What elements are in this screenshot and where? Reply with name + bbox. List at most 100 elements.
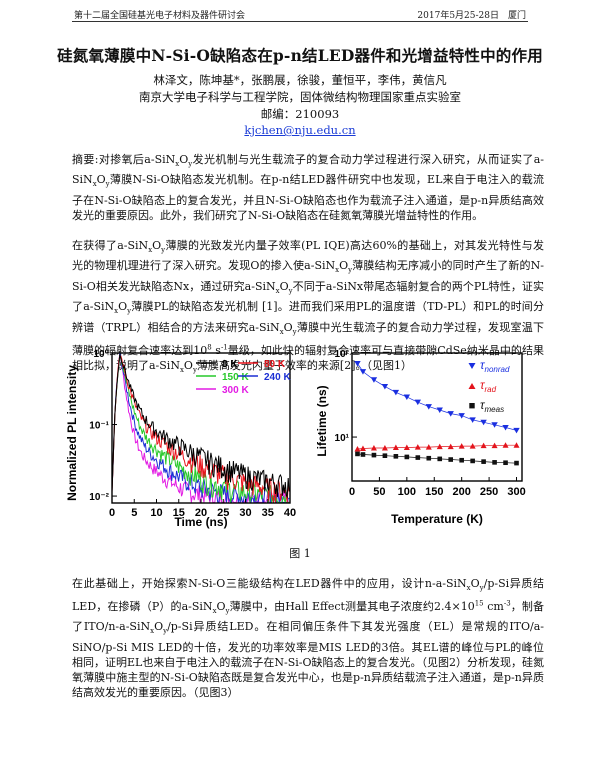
lifetime-point-meas: [382, 453, 388, 458]
lifetime-x-tick-label: 100: [398, 486, 416, 498]
lifetime-point-nonrad: [480, 419, 487, 426]
lifetime-legend-label: τrad: [480, 378, 497, 394]
lifetime-point-nonrad: [491, 422, 498, 428]
pl-x-tick-label: 10: [150, 507, 162, 519]
lifetime-point-meas: [404, 454, 410, 460]
pl-series-150k: [111, 356, 290, 503]
pl-x-tick-label: 30: [239, 507, 251, 519]
paragraph-1: 在获得了a-SiNxOy薄膜的光致发光内量子效率(PL IQE)高达60%的基础…: [72, 238, 544, 378]
pl-legend-label: 150 K: [222, 372, 249, 383]
lifetime-point-nonrad: [436, 407, 443, 413]
abstract: 摘要:对掺氧后a-SiNxOy发光机制与光生载流子的复合动力学过程进行深入研究，…: [72, 152, 544, 223]
lifetime-point-meas: [360, 452, 366, 457]
pl-legend-label: 8 K: [222, 359, 238, 370]
lifetime-point-rad: [480, 442, 487, 449]
figure-caption: 图 1: [289, 547, 311, 560]
pl-x-tick-label: 25: [217, 507, 229, 519]
lifetime-point-meas: [503, 460, 508, 466]
paragraph-1-text: 在获得了a-SiNxOy薄膜的光致发光内量子效率(PL IQE)高达60%的基础…: [72, 239, 544, 374]
lifetime-point-meas: [470, 458, 475, 464]
lifetime-series-line: [357, 363, 517, 431]
lifetime-point-nonrad: [513, 427, 520, 434]
lifetime-point-rad: [425, 444, 432, 450]
lifetime-point-nonrad: [425, 404, 432, 410]
lifetime-point-nonrad: [502, 424, 509, 431]
lifetime-point-nonrad: [381, 383, 389, 390]
lifetime-point-rad: [403, 444, 410, 451]
lifetime-point-meas: [514, 460, 519, 466]
pl-y-tick-label: 10⁻²: [89, 492, 109, 503]
lifetime-x-tick-label: 250: [480, 486, 498, 498]
pl-x-tick-label: 40: [284, 507, 296, 519]
lifetime-legend-marker: [468, 363, 476, 369]
lifetime-point-meas: [393, 454, 399, 459]
email-link[interactable]: kjchen@nju.edu.cn: [244, 123, 356, 137]
lifetime-point-nonrad: [359, 369, 367, 375]
pl-legend-label: 240 K: [264, 372, 291, 383]
lifetime-point-rad: [458, 443, 465, 449]
pl-series-80k: [111, 354, 290, 503]
paper-title: 硅氮氧薄膜中N-Si-O缺陷态在p-n结LED器件和光增益特性中的作用: [57, 46, 543, 65]
lifetime-point-nonrad: [458, 413, 465, 419]
pl-x-tick-label: 0: [109, 507, 115, 519]
lifetime-point-meas: [426, 455, 432, 461]
header-rule: [72, 21, 528, 22]
lifetime-point-nonrad: [370, 377, 378, 383]
lifetime-x-tick-label: 0: [349, 486, 355, 498]
lifetime-legend-marker: [468, 383, 476, 389]
lifetime-point-rad: [491, 442, 498, 449]
lifetime-point-nonrad: [414, 399, 422, 406]
lifetime-point-rad: [414, 444, 421, 450]
affiliation: 南京大学电子科学与工程学院，固体微结构物理国家重点实验室: [139, 90, 461, 104]
lifetime-point-meas: [355, 451, 360, 457]
pl-decay-chart: 0 5 10 15 20 25 30 35 40 10⁻² 10⁻¹ 10⁰ Normalized P…: [65, 349, 296, 529]
pl-x-tick-label: 20: [195, 507, 207, 519]
paragraph-2-text: 在此基础上，开始探索N-Si-O三能级结构在LED器件中的应用，设计n-a-Si…: [72, 577, 545, 700]
lifetime-point-rad: [381, 445, 388, 451]
header-conference: 第十二届全国硅基光电子材料及器件研讨会: [74, 11, 246, 21]
lifetime-point-meas: [459, 457, 464, 463]
pl-x-tick-label: 5: [131, 507, 137, 519]
lifetime-point-rad: [469, 443, 476, 449]
authors: 林泽文，陈坤基*，张鹏展，徐骏，董恒平，李伟，黄信凡: [153, 73, 447, 87]
lifetime-x-tick-label: 50: [373, 486, 385, 498]
lifetime-point-nonrad: [469, 417, 476, 423]
lifetime-point-rad: [502, 442, 509, 448]
pl-legend-label: 300 K: [222, 385, 249, 396]
lifetime-point-nonrad: [447, 411, 454, 417]
lifetime-chart-frame: [351, 352, 523, 482]
lifetime-y-axis-label: Lifetime (ns): [315, 385, 329, 456]
postcode: 邮编：210093: [260, 107, 340, 121]
lifetime-series-line: [357, 444, 517, 450]
lifetime-y-tick-label: 10²: [335, 349, 350, 360]
lifetime-x-tick-label: 300: [507, 486, 525, 498]
lifetime-legend-label: τnonrad: [480, 358, 510, 374]
lifetime-series-line: [357, 453, 517, 464]
lifetime-legend-marker: [469, 403, 475, 409]
lifetime-point-rad: [392, 444, 399, 451]
lifetime-point-nonrad: [354, 361, 361, 367]
lifetime-point-nonrad: [403, 394, 411, 400]
pl-y-tick-label: 10⁻¹: [89, 421, 109, 432]
lifetime-point-meas: [437, 456, 443, 462]
lifetime-point-meas: [448, 457, 454, 462]
pl-x-tick-label: 35: [262, 507, 274, 519]
lifetime-point-rad: [447, 443, 454, 450]
pl-y-axis-label: Normalized PL intensity: [65, 365, 79, 501]
pl-legend-label: 80 K: [264, 359, 286, 370]
lifetime-point-rad: [513, 442, 520, 448]
lifetime-point-meas: [415, 455, 421, 460]
lifetime-x-tick-label: 200: [452, 486, 470, 498]
pl-y-tick-label: 10⁰: [93, 349, 109, 360]
lifetime-point-meas: [492, 460, 497, 465]
lifetime-point-rad: [436, 443, 443, 450]
lifetime-point-nonrad: [392, 389, 400, 396]
paragraph-2: 在此基础上，开始探索N-Si-O三能级结构在LED器件中的应用，设计n-a-Si…: [72, 576, 544, 701]
lifetime-point-meas: [481, 459, 486, 464]
lifetime-point-rad: [359, 445, 366, 452]
lifetime-y-tick-label: 10¹: [335, 433, 350, 444]
figure-1: 0 5 10 15 20 25 30 35 40 10⁻² 10⁻¹ 10⁰ Normalized P…: [65, 349, 526, 529]
pl-series-8k: [111, 354, 290, 499]
header-date-place: 2017年5月25-28日 厦门: [417, 11, 526, 21]
lifetime-legend-label: τmeas: [480, 398, 504, 414]
